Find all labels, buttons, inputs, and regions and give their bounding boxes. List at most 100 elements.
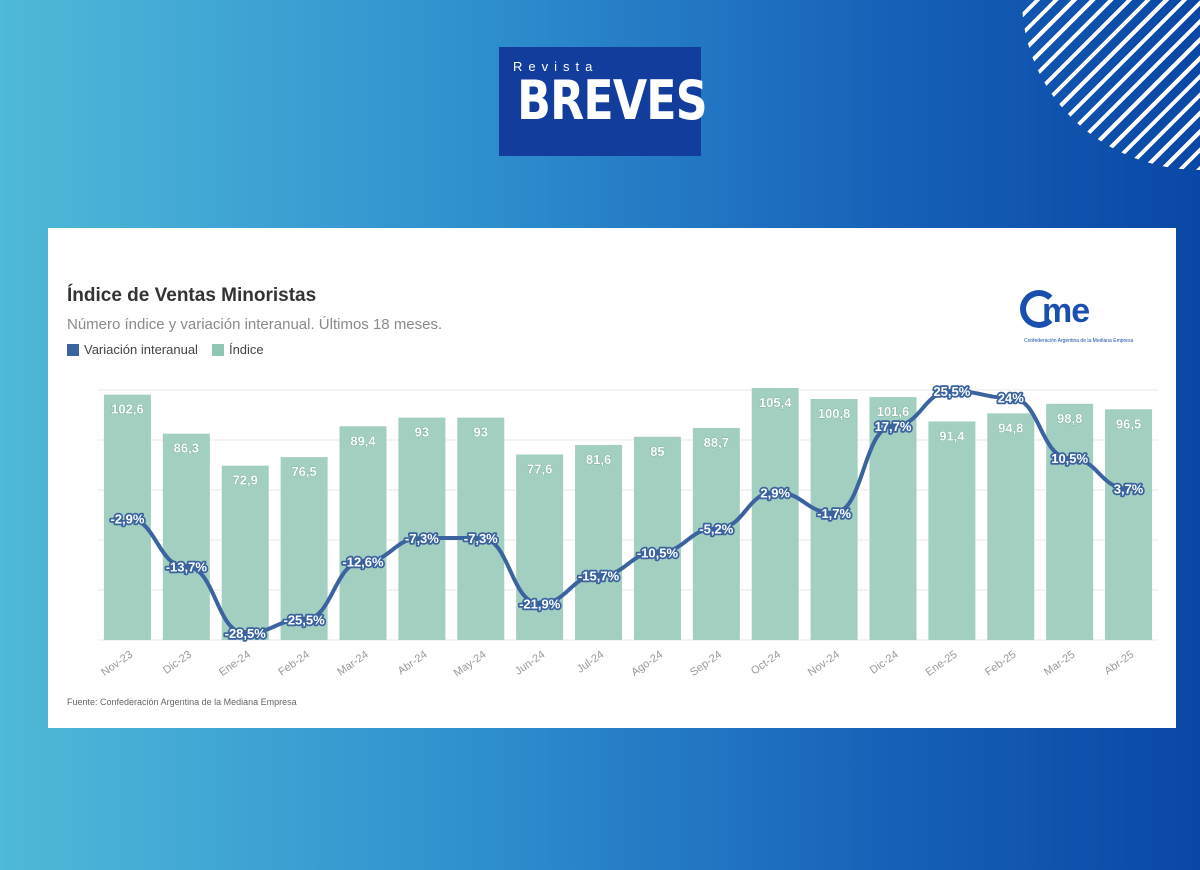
x-tick-Abr-24: Abr-24 <box>396 649 430 678</box>
x-tick-Ene-25: Ene-25 <box>924 649 960 679</box>
logo-subtitle: Revista <box>513 59 599 74</box>
variation-label-Feb-24: -25,5% <box>284 613 326 628</box>
variation-label-Ene-25: 25,5% <box>933 384 970 399</box>
variation-line <box>127 389 1129 635</box>
variation-label-Mar-24: -12,6% <box>342 555 384 570</box>
variation-label-Sep-24: -5,2% <box>699 522 733 537</box>
variation-point-Nov-24 <box>831 509 838 516</box>
variation-label-May-24: -7,3% <box>464 531 498 546</box>
bar-label-Sep-24: 88,7 <box>704 435 729 450</box>
bar-Jun-24 <box>516 454 564 640</box>
bar-Dic-23 <box>162 433 210 640</box>
variation-point-Oct-24 <box>772 489 779 496</box>
decorative-stripes <box>1022 0 1200 170</box>
legend-swatch-indice <box>211 343 224 356</box>
variation-label-Jul-24: -15,7% <box>578 569 620 584</box>
bar-label-Ene-25: 91,4 <box>939 428 965 443</box>
x-tick-Oct-24: Oct-24 <box>749 649 783 678</box>
legend-swatch-variacion <box>67 343 79 356</box>
variation-label-Ago-24: -10,5% <box>637 545 679 560</box>
chart-title: Índice de Ventas Minoristas <box>67 285 317 306</box>
bar-Jul-24 <box>575 444 623 640</box>
bar-label-Jun-24: 77,6 <box>527 461 552 476</box>
chart-subtitle: Número índice y variación interanual. Úl… <box>67 316 443 333</box>
logo-name: BREVES <box>517 69 707 132</box>
x-tick-Jul-24: Jul-24 <box>575 649 606 676</box>
variation-label-Mar-25: 10,5% <box>1051 451 1088 466</box>
bar-label-Jul-24: 81,6 <box>586 452 611 467</box>
x-tick-Feb-25: Feb-25 <box>983 649 1018 679</box>
legend-item-indice: Índice <box>211 342 264 357</box>
bar-label-Dic-24: 101,6 <box>877 404 910 419</box>
x-tick-Jun-24: Jun-24 <box>513 649 547 678</box>
variation-point-Ene-25 <box>948 388 955 394</box>
x-tick-Nov-24: Nov-24 <box>806 649 842 679</box>
variation-point-Mar-25 <box>1066 455 1073 462</box>
bar-label-Oct-24: 105,4 <box>759 395 792 410</box>
x-tick-Abr-25: Abr-25 <box>1102 649 1136 678</box>
chart-legend: Variación interanual Índice <box>67 342 278 357</box>
variation-point-Feb-25 <box>1007 394 1014 401</box>
x-tick-Dic-23: Dic-23 <box>161 649 194 677</box>
bar-Ene-25 <box>928 421 976 640</box>
x-tick-Ene-24: Ene-24 <box>217 649 253 679</box>
came-logo-tagline: Confederación Argentina de la Mediana Em… <box>1024 338 1134 344</box>
variation-label-Ene-24: -28,5% <box>225 626 267 641</box>
variation-point-Feb-24 <box>301 616 308 623</box>
variation-point-Ago-24 <box>654 549 661 556</box>
bar-label-Nov-24: 100,8 <box>818 406 851 421</box>
bar-label-Dic-23: 86,3 <box>174 441 199 456</box>
bar-Sep-24 <box>692 427 740 640</box>
came-logo-word: me <box>1042 292 1090 330</box>
variation-point-Jun-24 <box>536 600 543 607</box>
x-tick-Ago-24: Ago-24 <box>629 649 665 679</box>
variation-label-Jun-24: -21,9% <box>519 596 561 611</box>
bar-Nov-24 <box>810 398 858 640</box>
chart-source: Fuente: Confederación Argentina de la Me… <box>67 697 297 707</box>
bar-Abr-25 <box>1105 409 1153 640</box>
bar-Oct-24 <box>751 388 799 640</box>
bar-label-Feb-25: 94,8 <box>998 420 1023 435</box>
came-logo: me Confederación Argentina de la Mediana… <box>1020 286 1160 350</box>
variation-point-Sep-24 <box>713 525 720 532</box>
bar-Feb-24 <box>280 457 328 640</box>
variation-label-Dic-24: 17,7% <box>875 419 912 434</box>
variation-point-Mar-24 <box>360 558 366 565</box>
legend-label-variacion: Variación interanual <box>84 342 198 357</box>
bar-label-Abr-25: 96,5 <box>1116 416 1141 431</box>
x-tick-May-24: May-24 <box>452 649 489 680</box>
variation-label-Abr-24: -7,3% <box>405 531 439 546</box>
bar-label-Nov-23: 102,6 <box>111 402 144 417</box>
variation-point-Ene-24 <box>242 630 249 636</box>
x-tick-Feb-24: Feb-24 <box>276 649 311 679</box>
variation-label-Nov-23: -2,9% <box>110 511 144 526</box>
bar-Ago-24 <box>633 436 681 640</box>
revista-breves-logo: Revista BREVES <box>499 47 708 156</box>
bar-label-Mar-24: 89,4 <box>350 433 376 448</box>
legend-item-variacion: Variación interanual <box>67 342 198 357</box>
bar-May-24 <box>457 417 505 640</box>
variation-point-Dic-23 <box>183 563 190 570</box>
variation-label-Feb-25: 24% <box>998 391 1024 406</box>
bar-Abr-24 <box>398 417 446 640</box>
bar-Feb-25 <box>987 413 1035 640</box>
variation-label-Oct-24: 2,9% <box>760 485 790 500</box>
variation-label-Abr-25: 3,7% <box>1114 482 1144 497</box>
x-tick-Mar-24: Mar-24 <box>335 649 370 679</box>
bar-Mar-25 <box>1046 403 1094 640</box>
legend-label-indice: Índice <box>228 342 264 357</box>
variation-label-Nov-24: -1,7% <box>817 506 851 521</box>
variation-point-Nov-23 <box>124 515 131 522</box>
chart-card: Índice de Ventas Minoristas Número índic… <box>48 228 1176 728</box>
bar-label-Ene-24: 72,9 <box>233 473 258 488</box>
variation-point-Abr-24 <box>418 534 425 541</box>
bar-label-Feb-24: 76,5 <box>291 464 316 479</box>
came-logo-ring <box>1020 290 1058 328</box>
variation-point-Dic-24 <box>890 422 896 429</box>
bar-label-Abr-24: 93 <box>415 425 429 440</box>
x-tick-Dic-24: Dic-24 <box>868 649 901 677</box>
bar-label-Ago-24: 85 <box>650 444 664 459</box>
variation-label-Dic-23: -13,7% <box>166 560 208 575</box>
variation-point-Abr-25 <box>1125 485 1132 492</box>
bar-Ene-24 <box>221 465 269 640</box>
